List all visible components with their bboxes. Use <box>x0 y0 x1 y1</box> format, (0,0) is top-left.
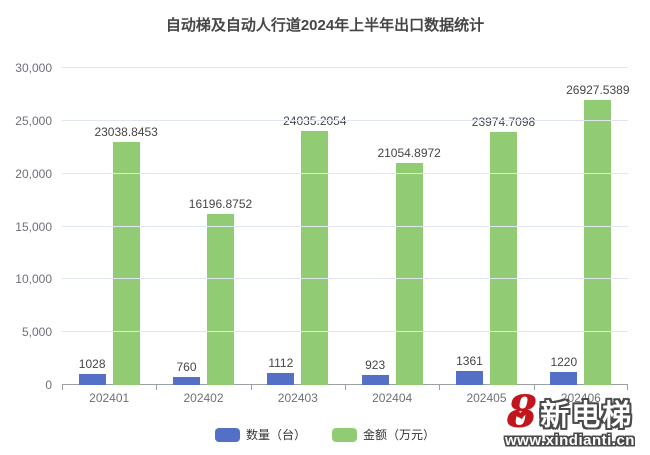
figure-8-logo-icon: 8 ❤ <box>506 387 538 438</box>
gridline <box>62 67 628 68</box>
legend-marker-quantity <box>214 427 240 442</box>
bar-quantity: 923 <box>361 358 389 385</box>
bar-value-label: 1361 <box>456 353 483 368</box>
bar-amount: 16196.8752 <box>189 197 252 385</box>
bar-group: 1112 24035.2054 <box>251 68 347 385</box>
plot-area: 1028 23038.8453 760 16196.8752 1112 24035.205… <box>62 67 630 390</box>
bar-value-label: 23974.7098 <box>471 114 536 129</box>
y-tick-label: 20,000 <box>15 166 52 181</box>
legend-label-quantity: 数量（台） <box>245 428 306 442</box>
y-axis: 0 5,000 10,000 15,000 20,000 25,000 30,000 <box>0 61 52 392</box>
x-tick-label: 202405 <box>466 391 507 405</box>
y-tick-label: 15,000 <box>15 219 52 234</box>
x-tick-label: 202402 <box>183 391 224 405</box>
y-tick-label: 5,000 <box>21 325 52 340</box>
x-axis-tick <box>439 385 441 390</box>
gridline <box>62 172 628 174</box>
bar-amount: 23038.8453 <box>94 125 158 385</box>
bar-quantity: 1112 <box>267 356 295 385</box>
bar-value-label: 21054.8972 <box>377 145 441 160</box>
x-tick-label: 202406 <box>560 391 601 405</box>
watermark-url: www.xindianti.cn <box>505 432 635 449</box>
y-tick-label: 25,000 <box>15 113 52 128</box>
bar-amount: 24035.2054 <box>283 114 347 385</box>
x-axis-line <box>62 384 628 385</box>
bar-value-label: 26927.5389 <box>566 83 630 98</box>
bar-value-label: 1220 <box>550 355 578 370</box>
x-axis-tick <box>627 385 628 390</box>
x-axis-tick <box>250 385 252 390</box>
x-tick-label: 202404 <box>372 391 413 405</box>
chart-title: 自动梯及自动人行道2024年上半年出口数据统计 <box>165 17 485 34</box>
y-tick-label: 0 <box>45 378 52 392</box>
legend-item-amount[interactable]: 金额（万元） <box>332 426 435 443</box>
x-tick-label: 202403 <box>277 391 318 405</box>
bar-group: 1220 26927.5389 <box>534 68 630 385</box>
legend: 数量（台） 金额（万元） <box>0 426 650 443</box>
y-tick-label: 30,000 <box>15 61 52 75</box>
bar-value-label: 16196.8752 <box>188 196 253 211</box>
x-axis-tick <box>533 385 535 390</box>
bar-groups: 1028 23038.8453 760 16196.8752 1112 24035.205… <box>62 68 630 385</box>
gridline <box>62 119 628 121</box>
bar-amount: 23974.7098 <box>472 115 535 385</box>
bar-value-label: 760 <box>176 359 197 374</box>
bar-group: 923 21054.8972 <box>345 68 441 385</box>
bar-group: 1361 23974.7098 <box>439 68 535 385</box>
x-tick-label: 202401 <box>89 391 130 405</box>
gridline <box>62 278 628 280</box>
x-axis-tick <box>345 385 346 390</box>
gridline <box>62 225 628 227</box>
watermark-logo-row: 8 ❤ 新电梯 <box>494 387 646 438</box>
y-tick-label: 10,000 <box>15 272 52 287</box>
bar-group: 1028 23038.8453 <box>62 68 158 385</box>
bar-amount: 21054.8972 <box>377 146 441 385</box>
bar-quantity: 1028 <box>78 357 106 385</box>
gridline <box>62 331 628 333</box>
bar-value-label: 1028 <box>78 357 106 372</box>
bar-value-label: 923 <box>365 358 386 373</box>
bar-value-label: 23038.8453 <box>94 124 158 139</box>
x-axis-labels: 202401 202402 202403 202404 202405 202406 <box>62 391 628 405</box>
legend-label-amount: 金额（万元） <box>363 428 436 442</box>
bar-quantity: 1220 <box>550 355 578 385</box>
x-axis-tick <box>62 385 63 390</box>
bar-group: 760 16196.8752 <box>156 68 252 385</box>
x-axis-tick <box>156 385 158 390</box>
legend-marker-amount <box>332 427 357 442</box>
bar-quantity: 760 <box>172 360 200 385</box>
bar-amount: 26927.5389 <box>566 83 630 385</box>
watermark-brand-name: 新电梯 <box>540 400 634 432</box>
bar-quantity: 1361 <box>455 354 483 385</box>
xindianti-watermark: 8 ❤ 新电梯 www.xindianti.cn <box>494 387 646 450</box>
bar-value-label: 1112 <box>268 356 294 371</box>
legend-item-quantity[interactable]: 数量（台） <box>214 426 306 443</box>
bar-value-label: 24035.2054 <box>283 114 347 129</box>
